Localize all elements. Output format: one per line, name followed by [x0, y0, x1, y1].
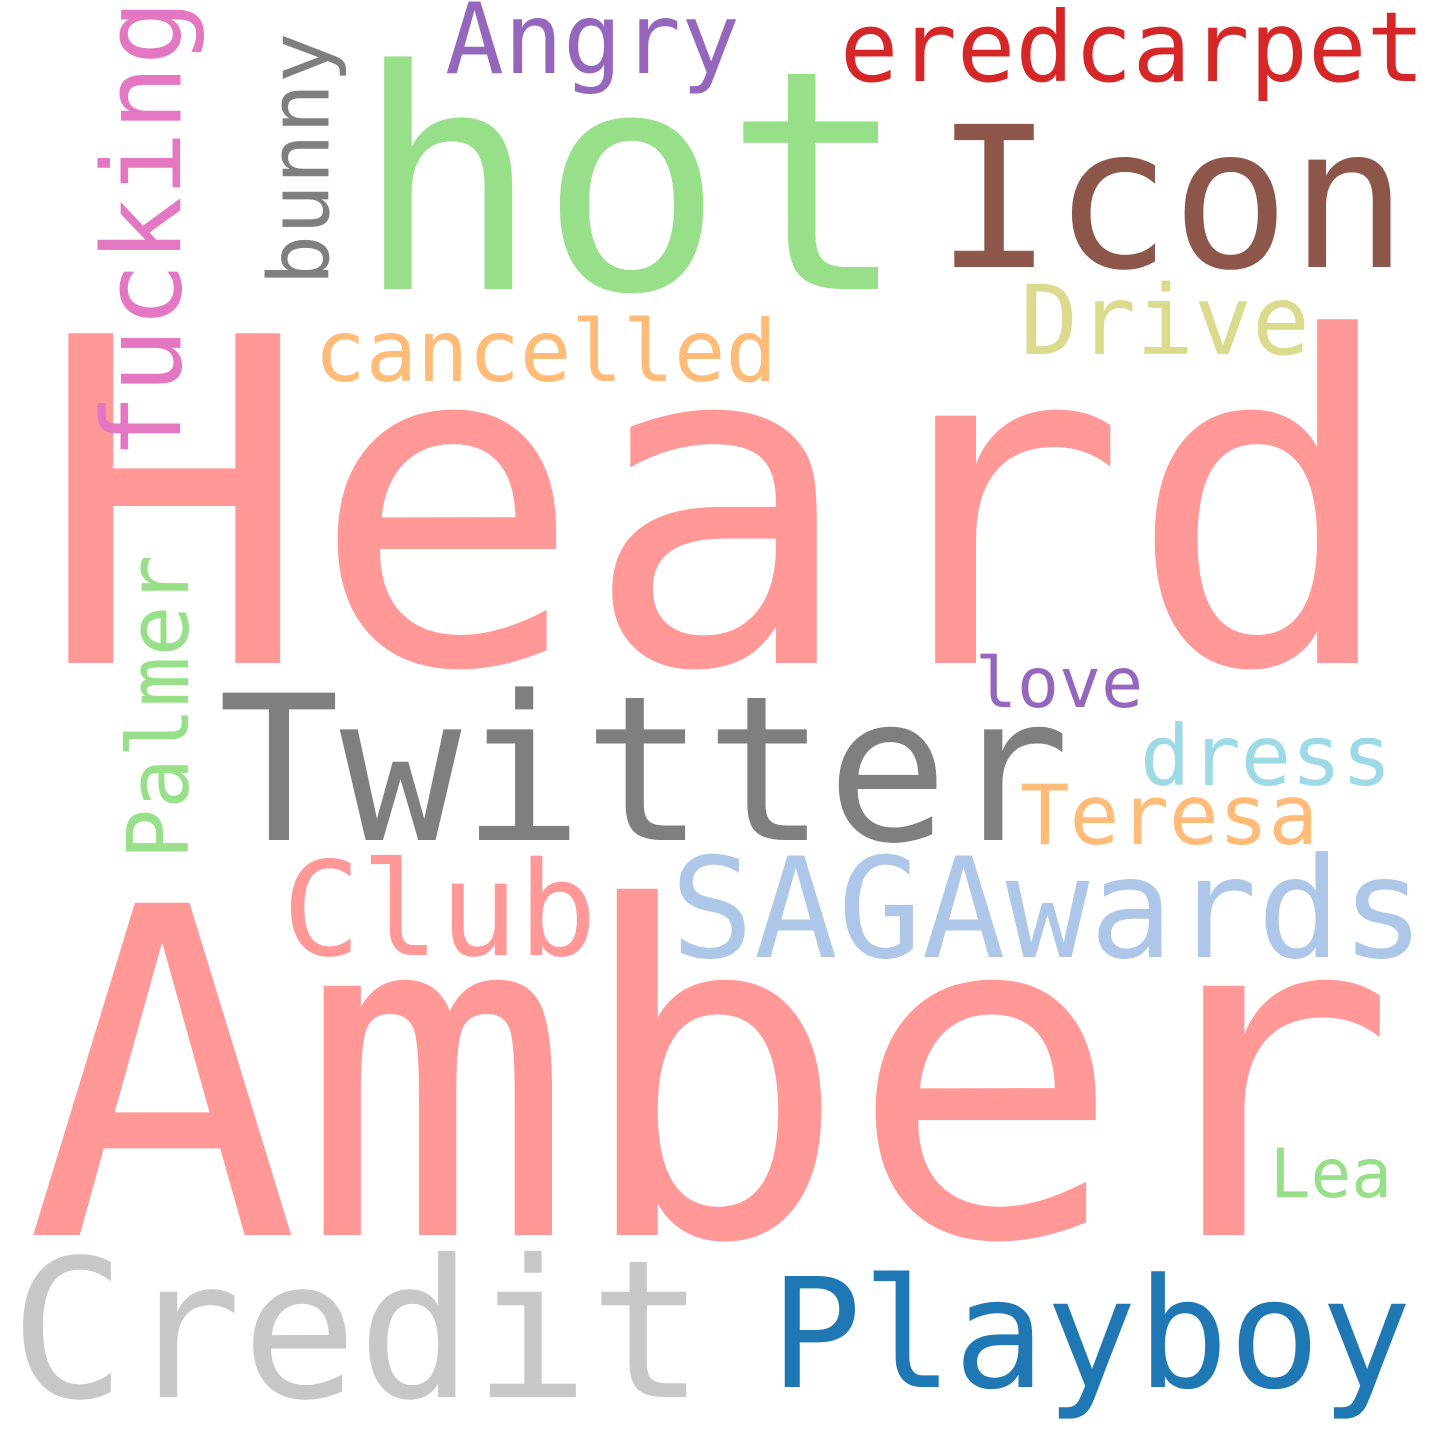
word-icon: Icon — [935, 85, 1408, 314]
word-club: Club — [282, 833, 597, 986]
word-fucking: fucking — [79, 0, 207, 461]
word-angry: Angry — [445, 0, 741, 97]
word-drive: Drive — [1020, 264, 1310, 377]
word-heard: Heard — [38, 243, 1400, 771]
word-hot: hot — [355, 5, 909, 362]
word-teresa: Teresa — [1020, 767, 1319, 864]
word-cancelled: cancelled — [314, 303, 777, 403]
word-credit: Credit — [10, 1218, 705, 1440]
word-palmer: Palmer — [109, 555, 208, 860]
word-bunny: bunny — [250, 32, 349, 285]
word-twitter: Twitter — [218, 652, 1071, 889]
word-love: love — [975, 643, 1144, 725]
word-playboy: Playboy — [770, 1245, 1412, 1423]
word-sagawards: SAGAwards — [670, 828, 1425, 991]
word-lea: Lea — [1270, 1134, 1392, 1214]
word-eredcarpet: eredcarpet — [839, 0, 1426, 104]
word-dress: dress — [1140, 707, 1392, 806]
word-amber: Amber — [25, 812, 1398, 1343]
